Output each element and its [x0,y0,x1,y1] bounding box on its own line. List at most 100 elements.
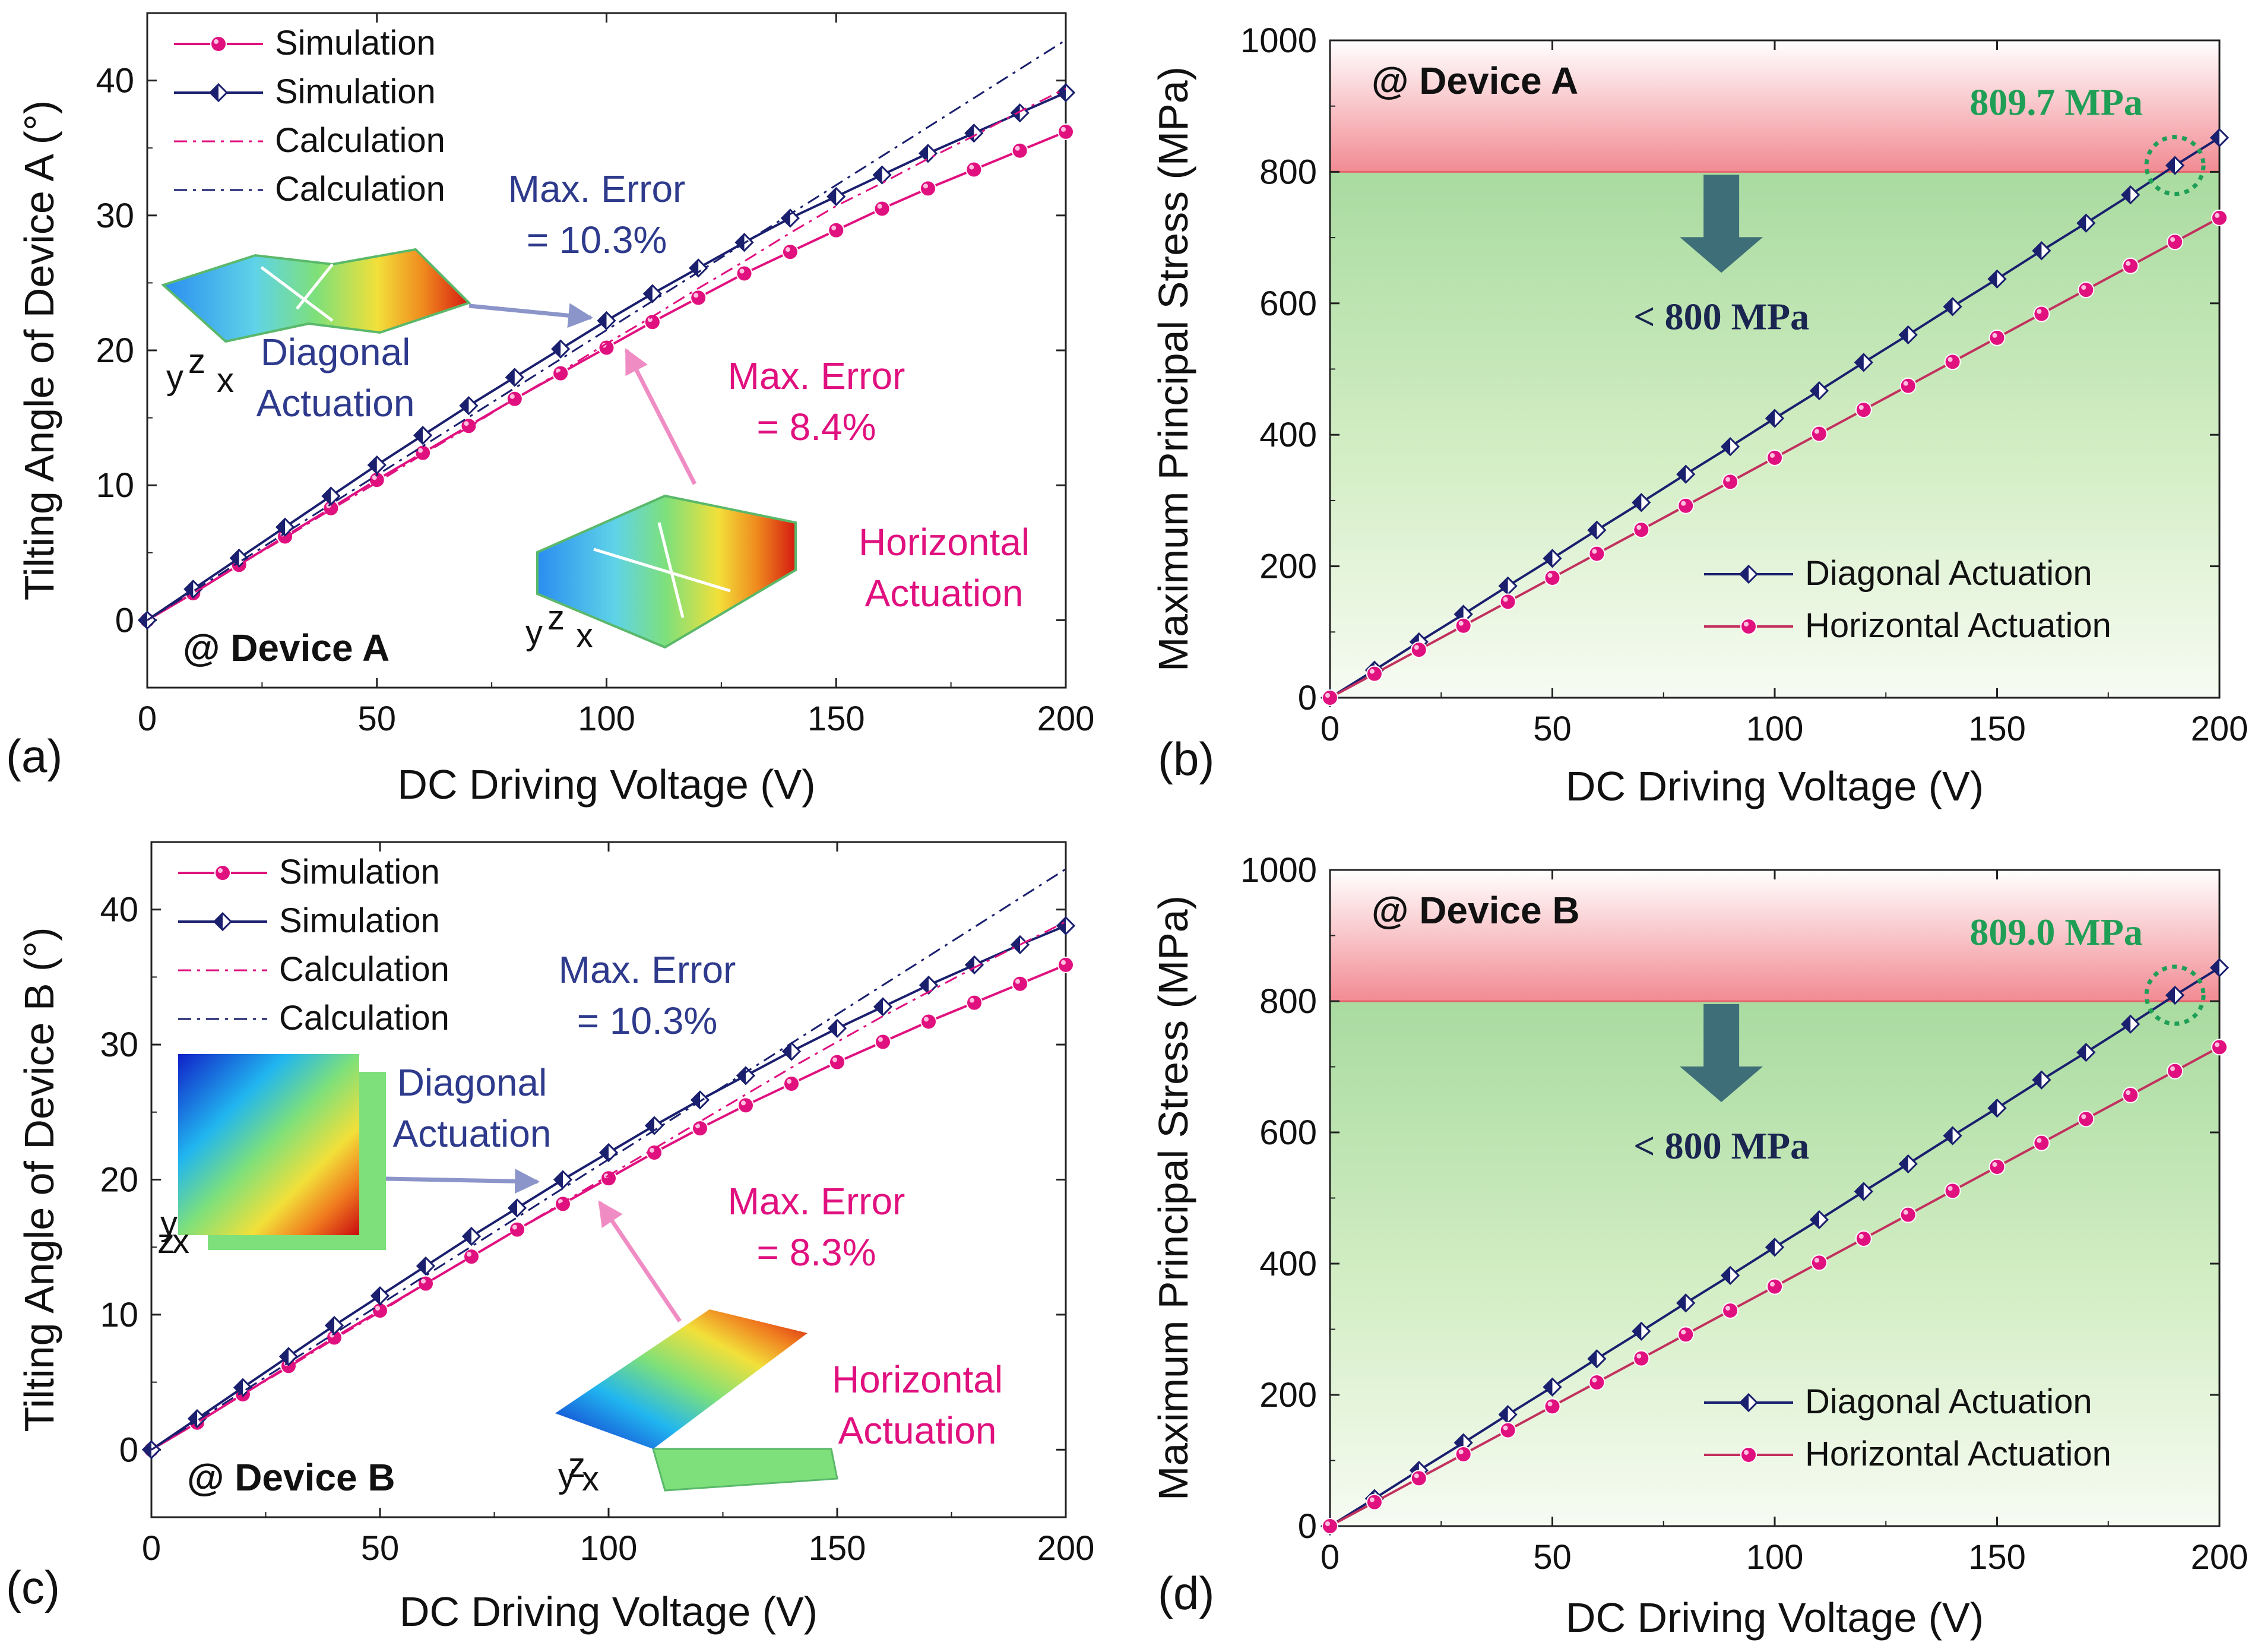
data-point-diagonal-half [1766,410,1775,427]
data-point-horizontal [1544,569,1561,586]
legend: Simulation Simulation Calculation Calculati… [178,853,449,1037]
y-tick-label: 10 [96,466,134,505]
chart-panel-c: 0 50 100 150 200 0 10 20 30 40 DC Driving Voltage … [6,841,1094,1635]
data-point-horizontal [1855,1230,1872,1248]
data-point-horizontal-glint [1503,1425,1508,1431]
data-point-horizontal [828,221,845,239]
data-point-horizontal [1410,1470,1427,1487]
data-point-horizontal [1722,473,1739,490]
data-point-horizontal [2122,257,2139,274]
data-point-horizontal [1633,521,1650,539]
data-point-horizontal-glint [1903,381,1908,386]
data-point-diagonal-half [1544,550,1553,567]
annotations: Max. Error = 10.3% Diagonal Actuation Max. E… [256,167,1030,615]
y-tick-label: 20 [100,1161,138,1200]
legend-marker-horizontal [214,865,231,881]
series-line-diagonal-calc [147,39,1066,621]
series-line-horizontal-calc [151,920,1066,1451]
data-point-diagonal-half [1499,1406,1508,1423]
data-point-horizontal-glint [1681,501,1686,506]
legend: Diagonal Actuation Horizontal Actuation [1704,1382,2111,1473]
data-point-diagonal-half [1855,354,1864,371]
data-point-diagonal-half [1012,936,1020,953]
data-point-horizontal [781,243,799,261]
data-point-diagonal-half [1988,270,1997,287]
safe-zone [1330,1001,2219,1526]
x-tick-label: 50 [361,1529,400,1568]
data-point-horizontal [1855,401,1872,419]
data-point-diagonal-half [690,259,699,277]
data-point-diagonal-half [920,977,929,994]
data-point-diagonal-half [1766,1239,1775,1256]
inset-diagonal-mesh [178,1054,386,1250]
data-point-horizontal [2211,1039,2228,1056]
data-point-diagonal-half [1722,438,1731,455]
data-point-diagonal-half [1944,1127,1953,1144]
y-axis-label: Maximum Principal Stress (MPa) [1150,67,1196,672]
data-point-horizontal-glint [2126,1090,2131,1096]
data-point-diagonal-half [966,956,974,973]
data-point-horizontal [1455,617,1472,634]
data-point-horizontal-glint [1814,429,1819,434]
safe-zone [1330,172,2219,698]
inset-horizontal-beam [593,522,731,618]
x-tick-label: 150 [1968,1538,2026,1577]
data-point-horizontal [920,1013,937,1030]
x-tick-label: 100 [1746,710,1804,748]
data-point-horizontal [692,1120,708,1137]
data-point-horizontal-glint [923,183,928,189]
data-point-horizontal [965,161,983,178]
legend-label: Simulation [275,72,436,111]
y-tick-label: 1000 [1240,851,1317,890]
data-point-diagonal-half [781,210,790,227]
data-point-horizontal-glint [2081,285,2086,290]
data-point-horizontal-glint [1458,1450,1464,1455]
y-tick-label: 0 [1298,679,1317,717]
data-point-diagonal-half [326,1317,334,1334]
pointer-arrow-horizontal [598,1200,682,1322]
data-point-diagonal-half [185,581,194,598]
data-point-horizontal [2122,1087,2139,1104]
legend: Diagonal Actuation Horizontal Actuation [1704,554,2111,645]
data-point-horizontal-glint [1015,979,1020,984]
data-point-diagonal-half [2078,1044,2086,1061]
chart-panel-d: 0 50 100 150 200 0 200 400 600 800 1000 DC Driving … [1150,851,2248,1641]
x-tick-label: 0 [138,700,157,738]
data-point-diagonal-half [372,1287,380,1305]
legend-label: Calculation [279,950,449,989]
data-point-horizontal [873,200,891,217]
series-diagonal-calc [147,39,1066,621]
data-point-diagonal-half [1810,1211,1819,1228]
data-point-horizontal-glint [1547,1401,1553,1407]
inset-horizontal-surface [555,1309,808,1449]
data-point-diagonal-half [2033,242,2042,259]
x-tick-label: 0 [1320,1538,1340,1577]
data-point-diagonal-half [139,612,147,629]
legend-label: Simulation [275,24,436,62]
data-point-horizontal [1366,1493,1383,1511]
data-point-horizontal-glint [1948,357,1953,362]
annotation-horiz-error: = 8.3% [756,1231,876,1274]
x-tick-label: 0 [1320,710,1340,748]
down-arrow [1680,1004,1763,1102]
data-point-horizontal-glint [694,293,699,298]
y-tick-label: 800 [1259,153,1317,191]
annotation-diag-label: Diagonal [397,1061,547,1104]
data-point-diagonal-half [646,1117,654,1134]
data-point-horizontal [598,339,615,356]
data-point-horizontal-glint [1770,452,1775,458]
data-point-horizontal-glint [1948,1186,1953,1191]
y-axis-label: Tilting Angle of Device B (°) [16,927,62,1432]
data-point-diagonal-half [1633,1322,1642,1340]
data-point-diagonal-half [506,369,515,386]
data-point-horizontal-glint [2037,1138,2042,1143]
data-point-horizontal [1322,1518,1338,1534]
data-point-horizontal [1455,1446,1472,1463]
data-point-diagonal-half [783,1043,791,1060]
x-tick-label: 100 [1746,1538,1804,1577]
data-point-diagonal-half [143,1441,151,1458]
data-point-horizontal-glint [2126,261,2131,266]
data-point-horizontal-glint [1061,126,1066,132]
y-tick-label: 400 [1259,1245,1317,1283]
data-point-diagonal-half [417,1258,426,1275]
